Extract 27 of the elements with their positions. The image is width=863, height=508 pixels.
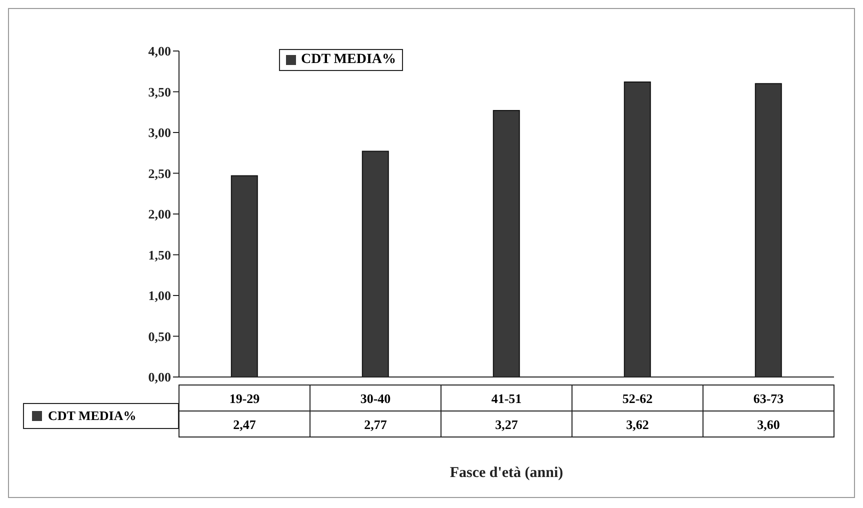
bar <box>230 175 258 377</box>
data-label: 3,60 <box>757 417 780 432</box>
bar <box>492 110 520 377</box>
bar <box>624 81 651 377</box>
y-tick-label: 1,50 <box>148 247 171 262</box>
y-tick-label: 0,50 <box>148 328 171 344</box>
x-tick-label: 19-29 <box>229 391 260 406</box>
y-tick-label: 1,00 <box>148 288 171 304</box>
x-tick-label: 63-73 <box>753 391 784 406</box>
data-label: 3,27 <box>495 417 518 432</box>
data-label: 3,62 <box>626 417 649 432</box>
data-label: 2,77 <box>364 417 388 432</box>
x-tick-label: 41-51 <box>491 391 522 406</box>
y-tick-label: 3,50 <box>148 84 171 100</box>
data-label: 2,47 <box>233 417 256 432</box>
y-tick-label: 0,00 <box>148 370 171 385</box>
x-tick-label: 52-62 <box>622 391 653 406</box>
y-tick-label: 2,00 <box>148 206 171 222</box>
x-axis-title: Fasce d'età (anni) <box>450 465 564 481</box>
y-tick-label: 3,00 <box>148 125 171 140</box>
bar <box>754 83 782 377</box>
x-tick-label: 30-40 <box>360 391 391 406</box>
text: CDT MEDIA% <box>48 408 136 423</box>
y-tick-label: 2,50 <box>148 166 171 181</box>
y-tick-label: 4,00 <box>148 44 171 59</box>
legend-label: CDT MEDIA% <box>300 52 396 68</box>
bar <box>362 150 389 377</box>
